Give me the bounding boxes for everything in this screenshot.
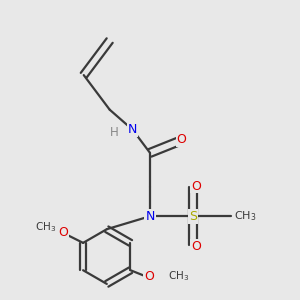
Text: H: H: [110, 126, 118, 139]
Text: O: O: [191, 240, 201, 253]
Text: CH$_3$: CH$_3$: [168, 269, 189, 283]
Text: O: O: [144, 269, 154, 283]
Text: O: O: [58, 226, 68, 239]
Text: N: N: [145, 210, 155, 223]
Text: N: N: [128, 123, 137, 136]
Text: CH$_3$: CH$_3$: [233, 209, 256, 223]
Text: CH$_3$: CH$_3$: [35, 220, 56, 234]
Text: O: O: [177, 134, 187, 146]
Text: O: O: [191, 179, 201, 193]
Text: S: S: [189, 210, 197, 223]
